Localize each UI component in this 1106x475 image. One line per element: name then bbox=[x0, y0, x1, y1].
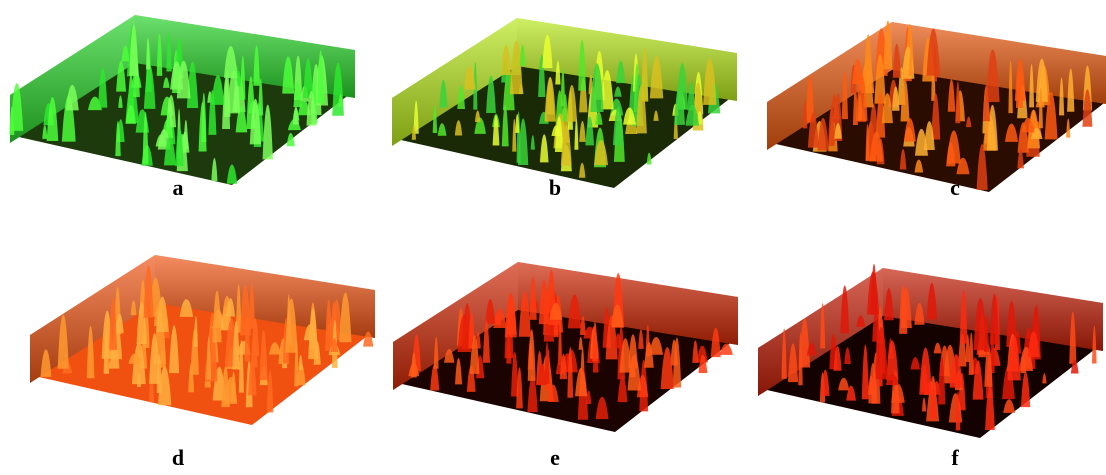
panel-label: d bbox=[172, 445, 184, 470]
image-panel bbox=[767, 21, 1106, 192]
image-panel bbox=[9, 15, 355, 185]
panel-label: b bbox=[549, 175, 561, 200]
panel-label: f bbox=[951, 445, 959, 470]
image-panel bbox=[393, 262, 738, 432]
image-panel bbox=[758, 264, 1103, 438]
figure: a b c d e f bbox=[0, 0, 1106, 475]
image-panel bbox=[30, 255, 375, 425]
panel-label: a bbox=[173, 175, 184, 200]
image-panel bbox=[392, 18, 737, 188]
panel-label: c bbox=[950, 175, 960, 200]
panel-label: e bbox=[550, 445, 560, 470]
